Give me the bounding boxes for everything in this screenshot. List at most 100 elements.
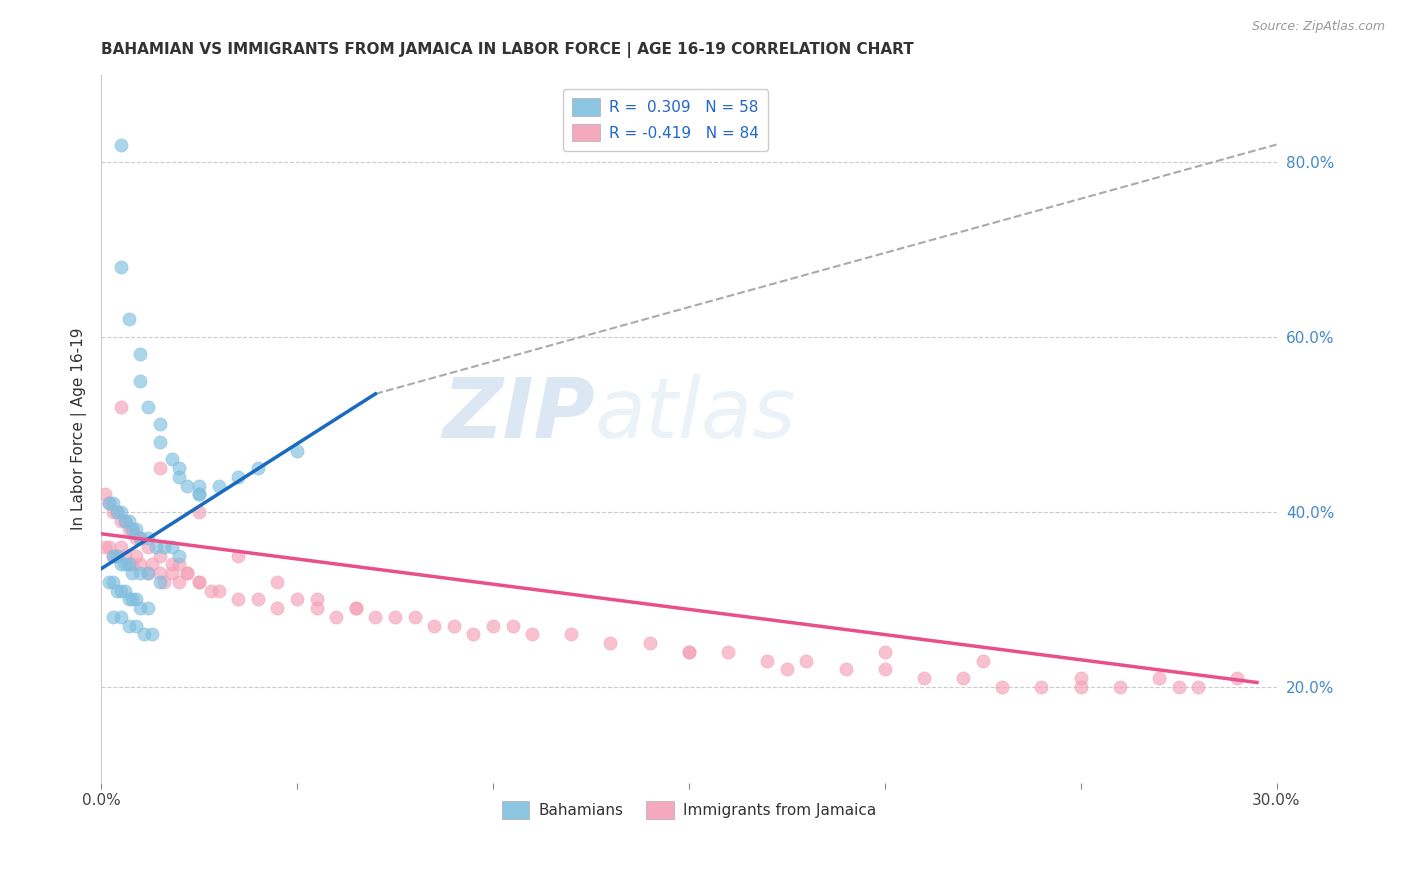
Point — [796, 654, 818, 668]
Point — [560, 627, 582, 641]
Point — [873, 662, 896, 676]
Point — [952, 671, 974, 685]
Point — [129, 374, 152, 388]
Point — [246, 461, 269, 475]
Legend: Bahamians, Immigrants from Jamaica: Bahamians, Immigrants from Jamaica — [495, 795, 882, 825]
Text: ZIP: ZIP — [441, 374, 595, 455]
Point — [97, 496, 120, 510]
Point — [94, 487, 117, 501]
Point — [136, 566, 159, 581]
Text: atlas: atlas — [595, 374, 796, 455]
Point — [208, 478, 231, 492]
Point — [101, 505, 124, 519]
Point — [188, 574, 211, 589]
Point — [121, 522, 143, 536]
Point — [305, 601, 328, 615]
Point — [134, 627, 156, 641]
Point — [141, 627, 163, 641]
Point — [717, 645, 740, 659]
Point — [110, 610, 132, 624]
Point — [101, 549, 124, 563]
Point — [149, 566, 172, 581]
Point — [105, 505, 128, 519]
Point — [129, 558, 152, 572]
Point — [105, 549, 128, 563]
Point — [1031, 680, 1053, 694]
Point — [520, 627, 543, 641]
Point — [117, 522, 139, 536]
Point — [443, 618, 465, 632]
Point — [97, 574, 120, 589]
Point — [285, 443, 308, 458]
Point — [129, 531, 152, 545]
Point — [188, 574, 211, 589]
Point — [169, 549, 191, 563]
Point — [125, 522, 148, 536]
Text: Source: ZipAtlas.com: Source: ZipAtlas.com — [1251, 20, 1385, 33]
Point — [502, 618, 524, 632]
Point — [1147, 671, 1170, 685]
Point — [188, 487, 211, 501]
Point — [153, 574, 176, 589]
Point — [117, 514, 139, 528]
Point — [678, 645, 700, 659]
Point — [101, 549, 124, 563]
Point — [226, 470, 249, 484]
Point — [991, 680, 1014, 694]
Point — [364, 610, 387, 624]
Point — [110, 260, 132, 274]
Point — [114, 549, 136, 563]
Point — [129, 531, 152, 545]
Point — [1187, 680, 1209, 694]
Point — [599, 636, 621, 650]
Y-axis label: In Labor Force | Age 16-19: In Labor Force | Age 16-19 — [72, 327, 87, 530]
Point — [404, 610, 426, 624]
Point — [149, 434, 172, 449]
Point — [101, 496, 124, 510]
Point — [169, 470, 191, 484]
Point — [188, 505, 211, 519]
Point — [285, 592, 308, 607]
Point — [678, 645, 700, 659]
Point — [1226, 671, 1249, 685]
Point — [136, 540, 159, 554]
Point — [121, 522, 143, 536]
Point — [97, 540, 120, 554]
Point — [110, 540, 132, 554]
Point — [117, 592, 139, 607]
Point — [136, 566, 159, 581]
Point — [423, 618, 446, 632]
Point — [94, 540, 117, 554]
Point — [129, 531, 152, 545]
Point — [101, 610, 124, 624]
Point — [121, 592, 143, 607]
Point — [149, 549, 172, 563]
Point — [110, 505, 132, 519]
Point — [776, 662, 799, 676]
Point — [149, 574, 172, 589]
Point — [97, 496, 120, 510]
Point — [1070, 680, 1092, 694]
Point — [125, 618, 148, 632]
Point — [169, 461, 191, 475]
Point — [638, 636, 661, 650]
Point — [117, 312, 139, 326]
Point — [344, 601, 367, 615]
Point — [145, 540, 167, 554]
Point — [110, 400, 132, 414]
Point — [129, 566, 152, 581]
Point — [912, 671, 935, 685]
Point — [129, 601, 152, 615]
Point — [463, 627, 485, 641]
Point — [101, 574, 124, 589]
Point — [176, 566, 198, 581]
Point — [246, 592, 269, 607]
Point — [188, 487, 211, 501]
Point — [125, 531, 148, 545]
Point — [266, 601, 288, 615]
Point — [1167, 680, 1189, 694]
Point — [114, 514, 136, 528]
Point — [117, 558, 139, 572]
Point — [110, 583, 132, 598]
Point — [160, 452, 183, 467]
